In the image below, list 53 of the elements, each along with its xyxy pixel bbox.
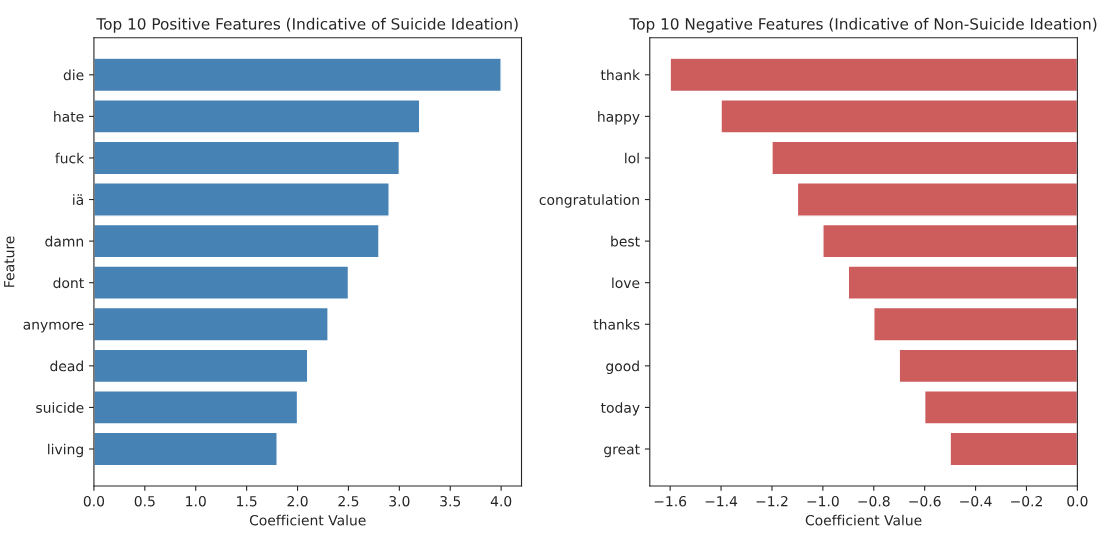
y-tick-label: thanks	[593, 318, 640, 330]
x-axis-title: Coefficient Value	[249, 514, 366, 526]
y-tick-label: today	[600, 402, 640, 416]
bar	[93, 431, 278, 467]
y-tick-label: anymore	[23, 321, 84, 333]
y-tick-label: iä	[73, 194, 83, 206]
x-tick-label: 2.5	[338, 495, 359, 507]
x-tick-label: −0.8	[858, 495, 890, 507]
bar	[93, 265, 350, 301]
y-tick-label: hate	[54, 111, 84, 122]
y-tick-label: suicide	[36, 402, 84, 413]
y-tick-label: love	[612, 277, 640, 289]
x-tick-label: −0.2	[1011, 495, 1042, 507]
y-tick-label: congratulation	[539, 194, 639, 208]
y-tick-label: thank	[600, 69, 641, 81]
bar	[93, 57, 502, 93]
bar	[93, 390, 299, 425]
x-tick-label: −1.0	[807, 495, 839, 507]
x-tick-label: 3.0	[389, 495, 410, 507]
bar	[93, 348, 309, 384]
bar	[93, 223, 380, 259]
y-tick-label: damn	[45, 235, 84, 247]
x-tick-label: 0.0	[83, 495, 105, 507]
x-tick-label: 1.0	[186, 495, 206, 507]
chart-title: Top 10 Positive Features (Indicative of Suicide Ideation)	[96, 17, 518, 33]
y-tick-label: best	[611, 235, 640, 247]
x-tick-label: −1.2	[756, 495, 788, 507]
x-tick-label: −0.6	[909, 495, 941, 507]
x-tick-label: 4.0	[490, 495, 512, 507]
x-axis-title: Coefficient Value	[805, 514, 922, 526]
chart-title: Top 10 Negative Features (Indicative of Non-Suicide Ideation)	[629, 17, 1097, 33]
x-tick-label: −1.6	[654, 495, 687, 507]
y-tick-label: dont	[53, 277, 84, 289]
y-tick-label: lol	[625, 152, 639, 164]
bar	[93, 140, 401, 176]
y-tick-label: good	[606, 360, 639, 375]
bar	[93, 182, 390, 217]
y-tick-label: die	[63, 69, 84, 81]
x-tick-label: 0.5	[134, 495, 155, 507]
x-tick-label: 3.5	[440, 495, 461, 507]
y-tick-label: fuck	[55, 152, 85, 164]
y-tick-label: living	[48, 443, 83, 458]
bar	[93, 99, 421, 134]
x-tick-label: −0.4	[960, 495, 992, 507]
y-tick-label: great	[604, 444, 640, 458]
y-tick-label: happy	[598, 111, 640, 125]
x-tick-label: 1.5	[237, 496, 257, 507]
y-axis-title: Feature	[4, 236, 15, 287]
x-tick-label: 2.0	[287, 495, 308, 507]
y-tick-label: dead	[50, 360, 83, 372]
x-tick-label: −1.4	[705, 496, 738, 507]
bar	[93, 306, 329, 342]
x-tick-label: 0.0	[1067, 495, 1088, 507]
